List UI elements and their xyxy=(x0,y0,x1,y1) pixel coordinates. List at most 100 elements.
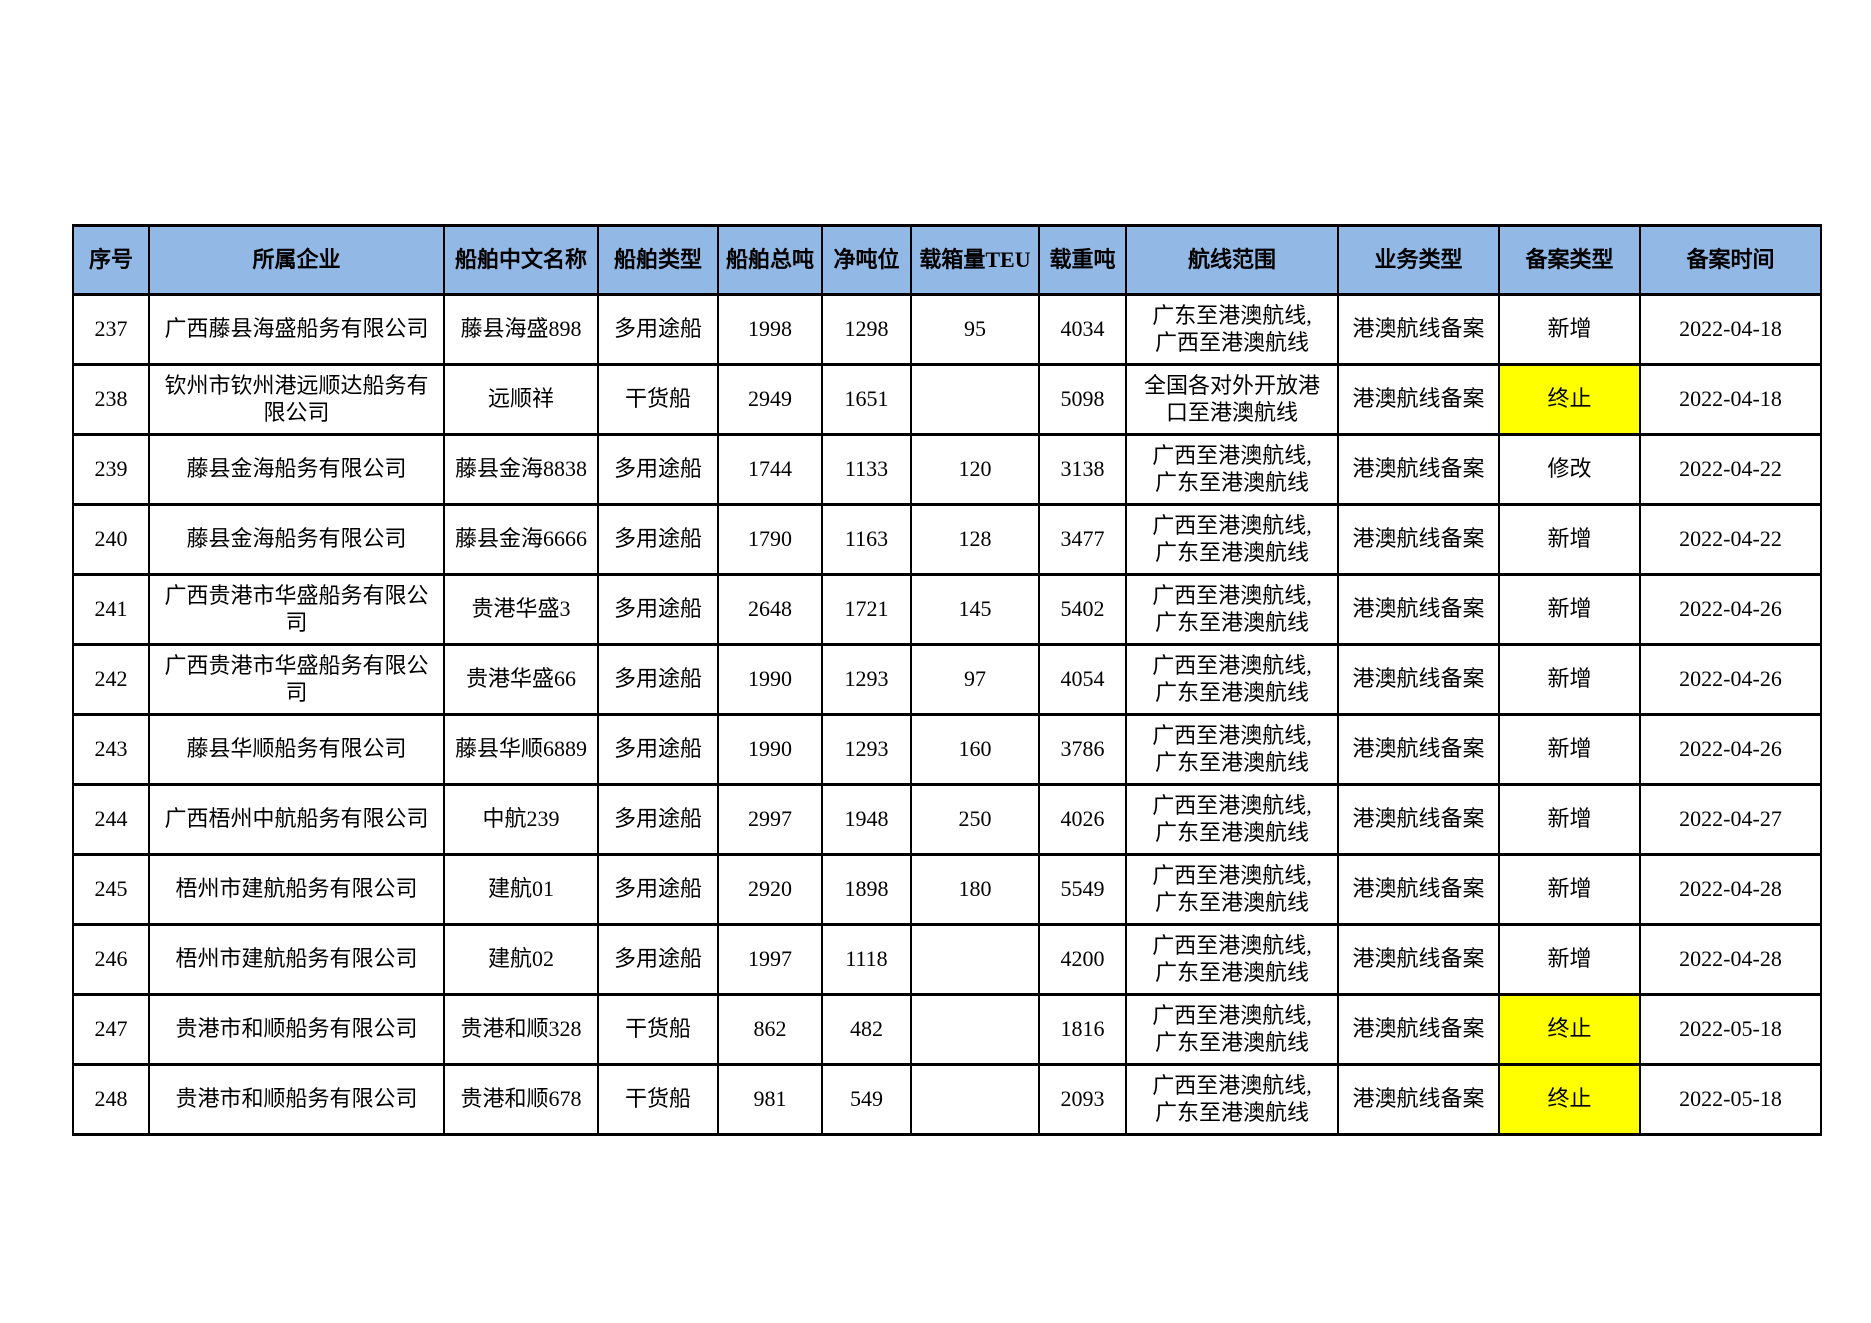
cell-business-type: 港澳航线备案 xyxy=(1337,503,1500,576)
cell-ship-type: 多用途船 xyxy=(597,643,719,716)
cell-deadweight: 4034 xyxy=(1038,293,1127,366)
cell-gross-tonnage: 1744 xyxy=(717,433,823,506)
cell-teu: 180 xyxy=(910,853,1040,926)
cell-gross-tonnage: 862 xyxy=(717,993,823,1066)
col-header-teu: 载箱量TEU xyxy=(910,224,1040,296)
cell-teu xyxy=(910,363,1040,436)
cell-ship-name: 藤县金海8838 xyxy=(443,433,599,506)
cell-ship-type: 多用途船 xyxy=(597,573,719,646)
cell-ship-type: 多用途船 xyxy=(597,783,719,856)
table-row: 248 贵港市和顺船务有限公司 贵港和顺678 干货船 981 549 2093… xyxy=(72,1063,1822,1136)
cell-business-type: 港澳航线备案 xyxy=(1337,293,1500,366)
cell-ship-type: 多用途船 xyxy=(597,503,719,576)
cell-ship-type: 干货船 xyxy=(597,1063,719,1136)
cell-net-tonnage: 1293 xyxy=(821,713,912,786)
cell-company: 广西梧州中航船务有限公司 xyxy=(148,783,445,856)
cell-filing-type: 新增 xyxy=(1498,503,1641,576)
cell-teu: 145 xyxy=(910,573,1040,646)
cell-route: 广西至港澳航线, 广东至港澳航线 xyxy=(1125,923,1339,996)
table-row: 238 钦州市钦州港远顺达船务有限公司 远顺祥 干货船 2949 1651 50… xyxy=(72,363,1822,436)
cell-gross-tonnage: 1790 xyxy=(717,503,823,576)
cell-route: 广西至港澳航线, 广东至港澳航线 xyxy=(1125,853,1339,926)
cell-business-type: 港澳航线备案 xyxy=(1337,1063,1500,1136)
cell-filing-date: 2022-05-18 xyxy=(1639,1063,1822,1136)
cell-route: 广西至港澳航线, 广东至港澳航线 xyxy=(1125,503,1339,576)
cell-filing-type: 新增 xyxy=(1498,853,1641,926)
cell-filing-date: 2022-04-26 xyxy=(1639,713,1822,786)
cell-filing-date: 2022-04-18 xyxy=(1639,363,1822,436)
cell-business-type: 港澳航线备案 xyxy=(1337,853,1500,926)
cell-ship-name: 远顺祥 xyxy=(443,363,599,436)
cell-route: 广西至港澳航线, 广东至港澳航线 xyxy=(1125,713,1339,786)
cell-index: 245 xyxy=(72,853,150,926)
cell-filing-date: 2022-04-28 xyxy=(1639,853,1822,926)
cell-net-tonnage: 549 xyxy=(821,1063,912,1136)
cell-filing-date: 2022-04-22 xyxy=(1639,433,1822,506)
cell-filing-date: 2022-04-26 xyxy=(1639,573,1822,646)
cell-route: 广西至港澳航线, 广东至港澳航线 xyxy=(1125,993,1339,1066)
cell-route: 广西至港澳航线, 广东至港澳航线 xyxy=(1125,1063,1339,1136)
cell-route: 广东至港澳航线, 广西至港澳航线 xyxy=(1125,293,1339,366)
cell-company: 藤县华顺船务有限公司 xyxy=(148,713,445,786)
cell-gross-tonnage: 2997 xyxy=(717,783,823,856)
col-header-business-type: 业务类型 xyxy=(1337,224,1500,296)
cell-filing-date: 2022-04-27 xyxy=(1639,783,1822,856)
cell-deadweight: 4026 xyxy=(1038,783,1127,856)
cell-teu: 97 xyxy=(910,643,1040,716)
cell-index: 240 xyxy=(72,503,150,576)
table-row: 243 藤县华顺船务有限公司 藤县华顺6889 多用途船 1990 1293 1… xyxy=(72,713,1822,786)
cell-index: 238 xyxy=(72,363,150,436)
cell-deadweight: 3138 xyxy=(1038,433,1127,506)
cell-deadweight: 2093 xyxy=(1038,1063,1127,1136)
cell-index: 239 xyxy=(72,433,150,506)
cell-company: 梧州市建航船务有限公司 xyxy=(148,853,445,926)
cell-filing-date: 2022-04-22 xyxy=(1639,503,1822,576)
cell-gross-tonnage: 2648 xyxy=(717,573,823,646)
cell-ship-name: 贵港华盛66 xyxy=(443,643,599,716)
cell-route: 广西至港澳航线, 广东至港澳航线 xyxy=(1125,783,1339,856)
col-header-ship-name: 船舶中文名称 xyxy=(443,224,599,296)
cell-index: 237 xyxy=(72,293,150,366)
cell-company: 梧州市建航船务有限公司 xyxy=(148,923,445,996)
cell-business-type: 港澳航线备案 xyxy=(1337,923,1500,996)
cell-net-tonnage: 1133 xyxy=(821,433,912,506)
cell-index: 243 xyxy=(72,713,150,786)
cell-gross-tonnage: 1990 xyxy=(717,643,823,716)
col-header-route: 航线范围 xyxy=(1125,224,1339,296)
table-row: 240 藤县金海船务有限公司 藤县金海6666 多用途船 1790 1163 1… xyxy=(72,503,1822,576)
col-header-net-tonnage: 净吨位 xyxy=(821,224,912,296)
cell-net-tonnage: 1163 xyxy=(821,503,912,576)
cell-deadweight: 5098 xyxy=(1038,363,1127,436)
cell-business-type: 港澳航线备案 xyxy=(1337,433,1500,506)
cell-company: 钦州市钦州港远顺达船务有限公司 xyxy=(148,363,445,436)
cell-teu xyxy=(910,993,1040,1066)
cell-ship-type: 多用途船 xyxy=(597,713,719,786)
cell-deadweight: 5549 xyxy=(1038,853,1127,926)
cell-ship-type: 干货船 xyxy=(597,993,719,1066)
cell-filing-type: 新增 xyxy=(1498,293,1641,366)
cell-filing-date: 2022-04-18 xyxy=(1639,293,1822,366)
cell-gross-tonnage: 1997 xyxy=(717,923,823,996)
cell-filing-type: 终止 xyxy=(1498,1063,1641,1136)
table-row: 239 藤县金海船务有限公司 藤县金海8838 多用途船 1744 1133 1… xyxy=(72,433,1822,506)
cell-net-tonnage: 1898 xyxy=(821,853,912,926)
cell-teu xyxy=(910,1063,1040,1136)
col-header-ship-type: 船舶类型 xyxy=(597,224,719,296)
col-header-filing-type: 备案类型 xyxy=(1498,224,1641,296)
cell-business-type: 港澳航线备案 xyxy=(1337,643,1500,716)
cell-deadweight: 1816 xyxy=(1038,993,1127,1066)
cell-company: 藤县金海船务有限公司 xyxy=(148,433,445,506)
cell-gross-tonnage: 981 xyxy=(717,1063,823,1136)
table-row: 246 梧州市建航船务有限公司 建航02 多用途船 1997 1118 4200… xyxy=(72,923,1822,996)
cell-net-tonnage: 1948 xyxy=(821,783,912,856)
cell-gross-tonnage: 2949 xyxy=(717,363,823,436)
cell-index: 244 xyxy=(72,783,150,856)
cell-filing-type: 修改 xyxy=(1498,433,1641,506)
cell-ship-type: 干货船 xyxy=(597,363,719,436)
cell-route: 全国各对外开放港 口至港澳航线 xyxy=(1125,363,1339,436)
cell-teu: 160 xyxy=(910,713,1040,786)
col-header-deadweight: 载重吨 xyxy=(1038,224,1127,296)
cell-index: 242 xyxy=(72,643,150,716)
col-header-filing-date: 备案时间 xyxy=(1639,224,1822,296)
cell-filing-type: 新增 xyxy=(1498,783,1641,856)
